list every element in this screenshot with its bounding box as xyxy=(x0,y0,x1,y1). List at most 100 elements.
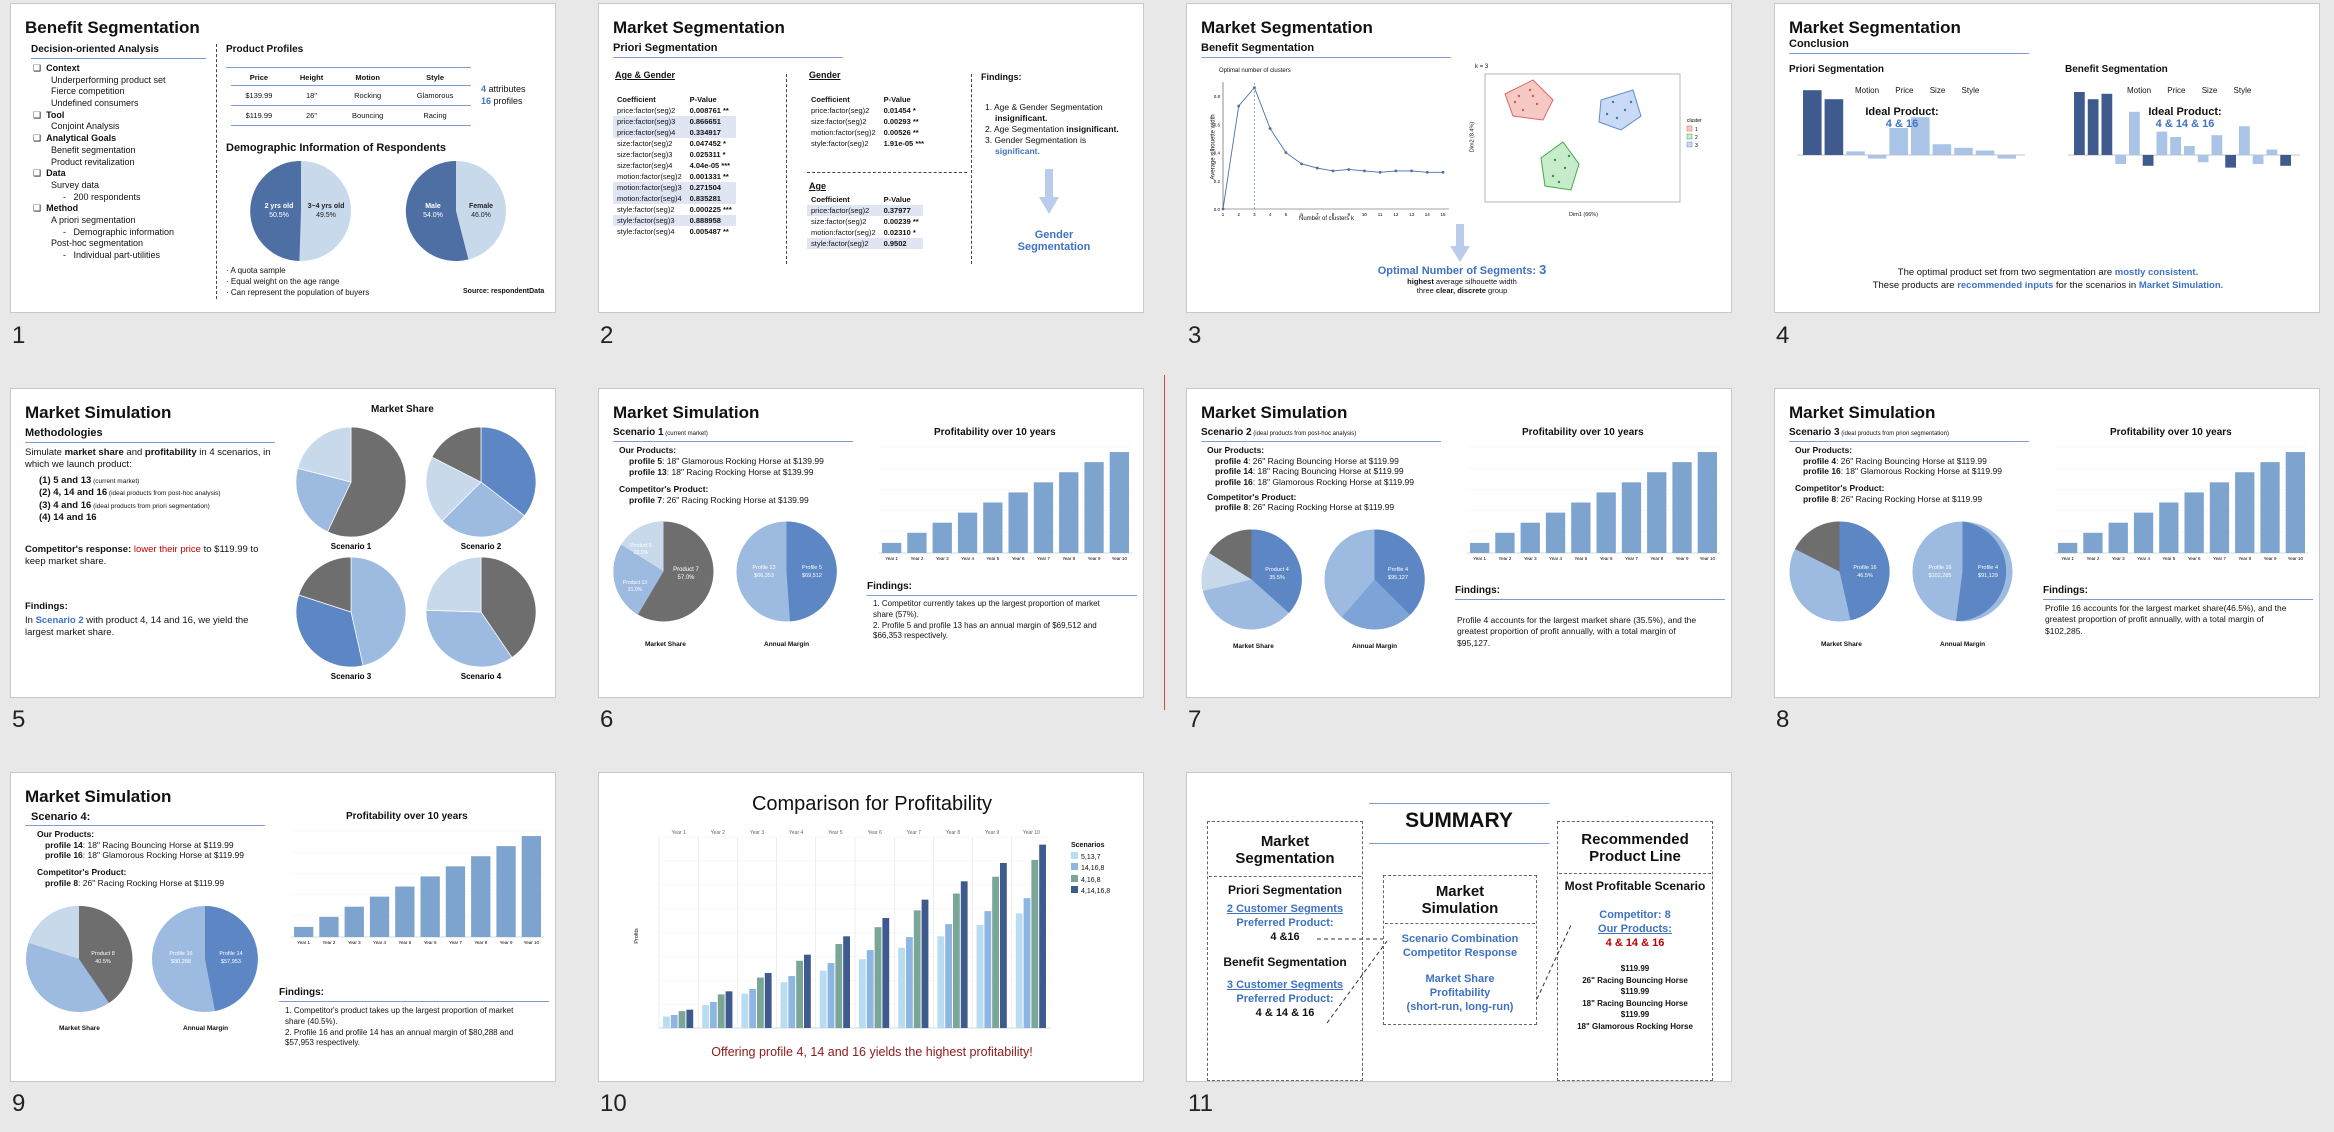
bar xyxy=(2108,522,2128,553)
priori-segments[interactable]: 2 Customer Segments xyxy=(1226,903,1344,915)
tick-label: 13 xyxy=(1409,212,1415,217)
outline-item: A priori segmentation xyxy=(51,214,136,225)
benefit-product: 4 & 14 & 16 xyxy=(1255,1007,1315,1019)
bar xyxy=(906,937,913,1028)
bar xyxy=(2142,155,2154,166)
tick-label: 15 xyxy=(1440,212,1446,217)
profit-chart: Year 1 Year 2 Year 3 Year 4 Year 5 Year 6 Year… xyxy=(879,446,1132,561)
svg-text:Profile 13: Profile 13 xyxy=(752,565,775,571)
tick-label: Year 5 xyxy=(828,830,842,836)
tick-label: Year 3 xyxy=(750,830,764,836)
svg-text:$102,285: $102,285 xyxy=(1929,573,1952,579)
tick-label: Year 8 xyxy=(1062,556,1075,561)
bar xyxy=(780,982,788,1028)
table-row: motion:factor(seg)2 0.001331 ** xyxy=(617,172,729,181)
list-item: (4) 14 and 16 xyxy=(39,512,97,524)
bar xyxy=(678,1011,686,1028)
svg-text:Male: Male xyxy=(425,203,441,210)
scenario-list: (1) 5 and 13 (current market) (2) 4, 14 a… xyxy=(39,475,221,524)
table-row: size:factor(seg)2 0.047452 * xyxy=(617,139,726,148)
pie-slice xyxy=(298,556,352,613)
table-row: size:factor(seg)2 0.00239 ** xyxy=(811,217,919,226)
x-axis-label: Number of clusters k xyxy=(1299,216,1355,222)
slide-number: 3 xyxy=(1188,322,1202,349)
slide-number: 1 xyxy=(12,322,26,349)
bar xyxy=(960,881,968,1028)
tick-label: Year 7 xyxy=(2213,556,2226,561)
table-row: style:factor(seg)2 1.91e-05 *** xyxy=(811,139,925,148)
svg-text:3: 3 xyxy=(1695,143,1698,149)
table-header: Height xyxy=(286,70,337,86)
data-point xyxy=(1394,169,1398,173)
notes: · A quota sample · Equal weight on the ag… xyxy=(226,266,370,297)
tick-label: Year 8 xyxy=(1650,556,1663,561)
bar xyxy=(1571,502,1591,553)
demo-title: Demographic Information of Respondents xyxy=(226,142,447,154)
dim2-label: Dim2 (8.4%) xyxy=(1469,121,1476,153)
slide-subtitle: Methodologies xyxy=(25,427,103,439)
benefit-heading: Benefit Segmentation xyxy=(2065,64,2168,75)
bar xyxy=(2170,137,2181,155)
bar xyxy=(866,950,874,1028)
data-point xyxy=(1268,127,1272,130)
svg-text:22.0%: 22.0% xyxy=(634,550,649,556)
tick-label: Year 8 xyxy=(946,830,960,836)
bar xyxy=(1000,862,1007,1028)
benefit-segments[interactable]: 3 Customer Segments xyxy=(1226,979,1344,991)
section-divider xyxy=(1164,375,1165,710)
slide-2[interactable]: Market Segmentation Priori Segmentation … xyxy=(598,3,1144,313)
findings-heading: Findings: xyxy=(867,581,912,592)
slide-5[interactable]: Market Simulation Methodologies Simulate… xyxy=(10,388,556,698)
age-heading: Age xyxy=(809,181,827,191)
profitability: Profitability xyxy=(1429,987,1491,999)
svg-text:57.0%: 57.0% xyxy=(677,575,695,581)
col3-title: Recommended Product Line xyxy=(1581,831,1689,866)
market-share-label: Market Share xyxy=(645,641,686,648)
tick-label: 7 xyxy=(1316,212,1319,217)
profit-chart: Year 1 Year 2 Year 3 Year 4 Year 5 Year 6 Year… xyxy=(2055,446,2308,561)
slide-7[interactable]: Market Simulation Scenario 2 (ideal prod… xyxy=(1186,388,1732,698)
slide-4[interactable]: Market Segmentation Conclusion Priori Se… xyxy=(1774,3,2320,313)
our-products[interactable]: Our Products: xyxy=(1598,923,1672,935)
bar xyxy=(757,977,764,1028)
bar xyxy=(921,899,929,1028)
market-share: Market Share xyxy=(1425,973,1495,985)
bar xyxy=(804,954,811,1028)
our-products-value: 4 & 14 & 16 xyxy=(1605,937,1665,949)
list-item: $119.99 xyxy=(1620,987,1650,997)
bar xyxy=(1545,512,1566,553)
tick-label: Year 5 xyxy=(1574,556,1587,561)
bar xyxy=(2184,146,2195,155)
share-title: Market Share xyxy=(371,404,434,415)
slide-3[interactable]: Market Segmentation Benefit Segmentation… xyxy=(1186,3,1732,313)
slide-number: 6 xyxy=(600,706,614,733)
slide-6[interactable]: Market Simulation Scenario 1 (current ma… xyxy=(598,388,1144,698)
svg-text:49.5%: 49.5% xyxy=(316,212,336,219)
scenario-pies: Scenario 1 Scenario 2 Scenario 3 Scenario 4 xyxy=(295,426,537,681)
svg-text:2: 2 xyxy=(1695,135,1698,141)
slide-1[interactable]: Benefit Segmentation Decision-oriented A… xyxy=(10,3,556,313)
competitor-response: Competitor Response xyxy=(1402,947,1518,959)
benefit-preferred: Preferred Product: xyxy=(1236,993,1334,1005)
data-point xyxy=(1300,162,1303,166)
outline-item: Fierce competition xyxy=(51,86,125,97)
slide-number: 4 xyxy=(1776,322,1790,349)
bar xyxy=(796,960,803,1028)
tick-label: 9 xyxy=(1347,212,1350,217)
slide-number: 10 xyxy=(600,1090,627,1117)
svg-text:Product 5: Product 5 xyxy=(630,543,652,549)
slide-9[interactable]: Market Simulation Scenario 4: Our Produc… xyxy=(10,772,556,1082)
slide-11[interactable]: SUMMARY Market Segmentation Priori Segme… xyxy=(1186,772,1732,1082)
table-row: price:factor(seg)3 0.866651 xyxy=(613,116,736,127)
svg-text:2 yrs old: 2 yrs old xyxy=(265,203,294,210)
svg-text:3~4 yrs old: 3~4 yrs old xyxy=(308,203,345,210)
bar xyxy=(983,502,1003,553)
slide-8[interactable]: Market Simulation Scenario 3 (ideal prod… xyxy=(1774,388,2320,698)
slide-10[interactable]: Comparison for Profitability Year 1 Year … xyxy=(598,772,1144,1082)
annual-margin-pie: Profile 16 $80,288 Profile 14 $57,953 xyxy=(152,906,258,1012)
bar xyxy=(710,1002,717,1028)
bar xyxy=(2252,155,2264,164)
bar xyxy=(319,916,339,937)
bar xyxy=(2129,111,2140,155)
svg-text:46.0%: 46.0% xyxy=(471,212,491,219)
